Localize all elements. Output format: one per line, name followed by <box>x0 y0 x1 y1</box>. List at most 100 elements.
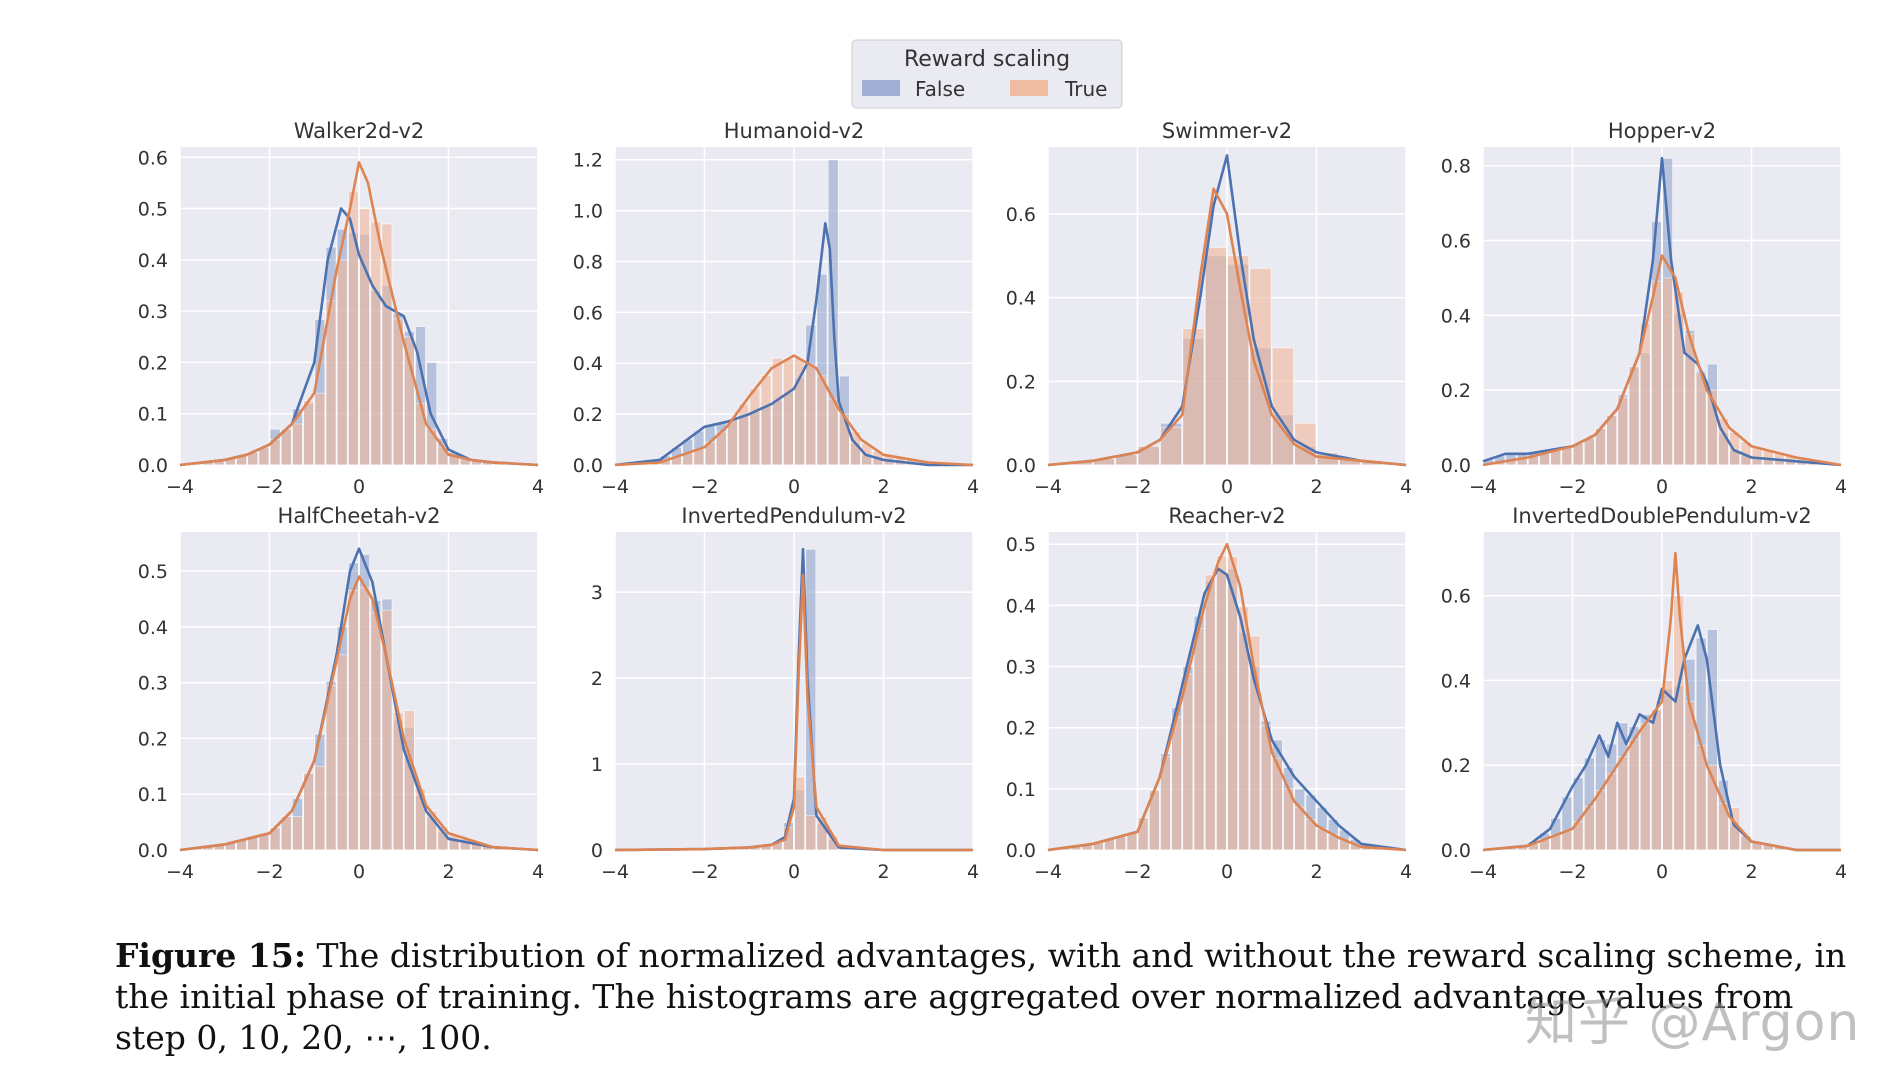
panel-7-ytick-label: 0.0 <box>1006 840 1036 862</box>
panel-2-xtick-label: −2 <box>690 476 718 498</box>
panel-5-hist-bar-true <box>381 609 393 851</box>
panel-1-ytick-label: 0.4 <box>138 250 168 272</box>
panel-7-ytick-label: 0.1 <box>1006 779 1036 801</box>
panel-8-kde-line-true <box>1482 551 1841 852</box>
panel-8-xtick-label: −4 <box>1469 861 1497 883</box>
panel-6-ytick-label: 2 <box>591 668 603 690</box>
panel-8-xtick-label: 4 <box>1835 861 1847 883</box>
panel-2-hist-bar-true <box>782 358 794 466</box>
panel-2-hist-bar-true <box>771 357 783 466</box>
panel-1-ytick-label: 0.0 <box>138 455 168 477</box>
panel-2-ytick-label: 0.6 <box>573 302 603 324</box>
panel-5-hist-bar-true <box>258 834 270 851</box>
panel-4-xtick-label: 2 <box>1745 476 1757 498</box>
panel-8-hist-bar-true <box>1561 830 1573 851</box>
panel-2-hist-bar-true <box>794 357 806 466</box>
panel-8-hist-bar-true <box>1594 790 1606 851</box>
panel-6-xtick-label: 0 <box>788 861 800 883</box>
panel-7-ytick-label: 0.5 <box>1006 534 1036 556</box>
panel-2-xtick-label: 0 <box>788 476 800 498</box>
panel-3-hist-bar-true <box>1204 247 1227 466</box>
panel-5-hist-bar-true <box>347 590 359 851</box>
panel-7-hist-bar-true <box>1126 832 1138 851</box>
panel-1-ytick-label: 0.3 <box>138 301 168 323</box>
legend-label-true: True <box>1064 77 1107 101</box>
panel-6-xtick-label: 4 <box>967 861 979 883</box>
panel-6-title: InvertedPendulum-v2 <box>681 504 906 528</box>
panel-4-hist-bar-true <box>1583 437 1595 466</box>
panel-4-kde-line-false <box>1482 156 1842 467</box>
panel-1-title: Walker2d-v2 <box>294 119 425 143</box>
panel-1-hist-bar-true <box>314 392 326 466</box>
panel-4-xtick-label: 0 <box>1656 476 1668 498</box>
panel-4-ytick-label: 0.2 <box>1441 380 1471 402</box>
panel-5-hist-bar-true <box>359 587 371 851</box>
caption-label: Figure 15: <box>115 936 307 975</box>
panel-1-ytick-label: 0.6 <box>138 147 168 169</box>
panel-8-title: InvertedDoublePendulum-v2 <box>1512 504 1812 528</box>
panel-7-hist-bar-true <box>1137 817 1149 851</box>
panel-8-hist-bar-true <box>1662 680 1674 851</box>
panel-7-hist-bar-true <box>1215 555 1227 851</box>
panel-7-ytick-label: 0.2 <box>1006 718 1036 740</box>
panel-5-hist-bar-true <box>291 816 303 851</box>
panel-7-hist-bar-true <box>1294 806 1306 851</box>
panel-4-ytick-label: 0.6 <box>1441 231 1471 253</box>
panel-6-hist-bar-true <box>794 776 806 851</box>
panel-6-xtick-label: −2 <box>690 861 718 883</box>
legend-swatch-false <box>862 80 900 96</box>
legend-title: Reward scaling <box>904 47 1070 72</box>
panel-1-kde-line-true <box>179 161 539 467</box>
panel-7-xtick-label: −4 <box>1034 861 1062 883</box>
panel-3-xtick-label: 0 <box>1221 476 1233 498</box>
panel-2-ytick-label: 0.2 <box>573 404 603 426</box>
panel-5-xtick-label: 2 <box>442 861 454 883</box>
panel-5-kde-line-true <box>179 575 539 852</box>
panel-6-ytick-label: 0 <box>591 840 603 862</box>
panel-1-hist-bar-true <box>403 336 415 466</box>
panel-1-hist-bar-true <box>392 318 404 466</box>
panel-1-xtick-label: 4 <box>532 476 544 498</box>
panel-4-ytick-label: 0.0 <box>1441 455 1471 477</box>
panel-8-hist-bar-true <box>1617 756 1629 851</box>
panel-4-title: Hopper-v2 <box>1608 119 1716 143</box>
panel-8-hist-bar-true <box>1639 723 1651 851</box>
panel-3-ytick-label: 0.6 <box>1006 204 1036 226</box>
panel-2-ytick-label: 1.2 <box>573 150 603 172</box>
panel-4-hist-bar-true <box>1662 277 1674 466</box>
panel-2-title: Humanoid-v2 <box>724 119 865 143</box>
panel-3-xtick-label: −4 <box>1034 476 1062 498</box>
figure-caption: Figure 15: The distribution of normalize… <box>115 935 1855 1058</box>
panel-2-kde-line-true <box>614 354 974 467</box>
panel-1-hist-bar-true <box>370 221 382 466</box>
panel-2-hist-bar-true <box>749 388 761 466</box>
panel-7-xtick-label: −2 <box>1123 861 1151 883</box>
panel-3-xtick-label: −2 <box>1123 476 1151 498</box>
panel-7-xtick-label: 0 <box>1221 861 1233 883</box>
panel-7-hist-bar-true <box>1249 635 1261 851</box>
panel-5-ytick-label: 0.4 <box>138 617 168 639</box>
panel-8-ytick-label: 0.6 <box>1441 586 1471 608</box>
panel-1-hist-bar-true <box>426 428 438 466</box>
panel-2-hist-bar-true <box>805 364 817 466</box>
panel-3-hist-bar-true <box>1271 347 1295 466</box>
panel-2-hist-bar-true <box>816 375 828 466</box>
panel-8-hist-bar-true <box>1706 764 1718 851</box>
panel-1-hist-bar-true <box>381 223 393 466</box>
panel-4-xtick-label: −4 <box>1469 476 1497 498</box>
panel-2-ytick-label: 0.8 <box>573 251 603 273</box>
panel-1-hist-bar-true <box>336 259 348 466</box>
panel-8-hist-bar-true <box>1628 739 1640 851</box>
panel-3-title: Swimmer-v2 <box>1162 119 1292 143</box>
panel-3-ytick-label: 0.4 <box>1006 288 1036 310</box>
panel-4-xtick-label: −2 <box>1558 476 1586 498</box>
panel-7-hist-bar-true <box>1182 673 1194 851</box>
panel-1-xtick-label: −2 <box>255 476 283 498</box>
panel-5-ytick-label: 0.1 <box>138 784 168 806</box>
panel-4-hist-bar-true <box>1751 447 1763 466</box>
panel-7-title: Reacher-v2 <box>1168 504 1285 528</box>
legend-box <box>851 39 1123 109</box>
panel-1-hist-bar-true <box>303 400 315 466</box>
panel-2-kde-line-false <box>614 222 973 467</box>
panel-4-hist-bar-true <box>1639 322 1651 466</box>
